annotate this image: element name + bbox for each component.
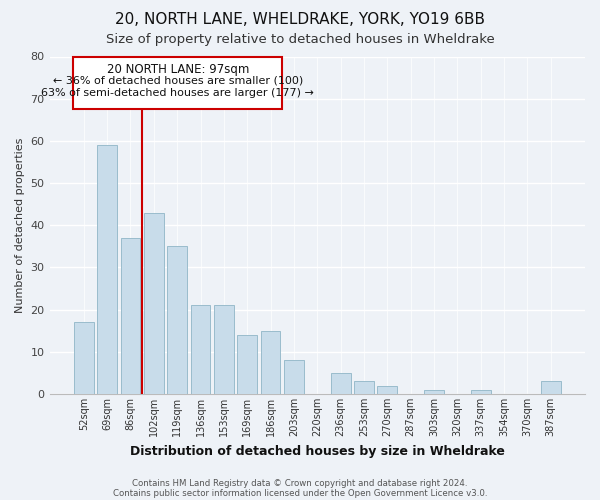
Text: Size of property relative to detached houses in Wheldrake: Size of property relative to detached ho… xyxy=(106,32,494,46)
Bar xyxy=(97,145,117,394)
Bar xyxy=(74,322,94,394)
Bar xyxy=(354,382,374,394)
Bar xyxy=(191,306,211,394)
Y-axis label: Number of detached properties: Number of detached properties xyxy=(15,138,25,313)
Bar xyxy=(471,390,491,394)
Bar xyxy=(541,382,560,394)
Text: 63% of semi-detached houses are larger (177) →: 63% of semi-detached houses are larger (… xyxy=(41,88,314,98)
Bar xyxy=(424,390,444,394)
Text: 20 NORTH LANE: 97sqm: 20 NORTH LANE: 97sqm xyxy=(107,63,249,76)
Text: Contains public sector information licensed under the Open Government Licence v3: Contains public sector information licen… xyxy=(113,488,487,498)
Text: ← 36% of detached houses are smaller (100): ← 36% of detached houses are smaller (10… xyxy=(53,76,303,86)
Bar xyxy=(331,373,350,394)
Bar xyxy=(238,335,257,394)
Bar xyxy=(284,360,304,394)
Text: 20, NORTH LANE, WHELDRAKE, YORK, YO19 6BB: 20, NORTH LANE, WHELDRAKE, YORK, YO19 6B… xyxy=(115,12,485,28)
Bar xyxy=(144,212,164,394)
X-axis label: Distribution of detached houses by size in Wheldrake: Distribution of detached houses by size … xyxy=(130,444,505,458)
Bar xyxy=(260,330,280,394)
Bar xyxy=(121,238,140,394)
Bar xyxy=(167,246,187,394)
Bar xyxy=(214,306,234,394)
FancyBboxPatch shape xyxy=(73,56,282,109)
Bar xyxy=(377,386,397,394)
Text: Contains HM Land Registry data © Crown copyright and database right 2024.: Contains HM Land Registry data © Crown c… xyxy=(132,478,468,488)
